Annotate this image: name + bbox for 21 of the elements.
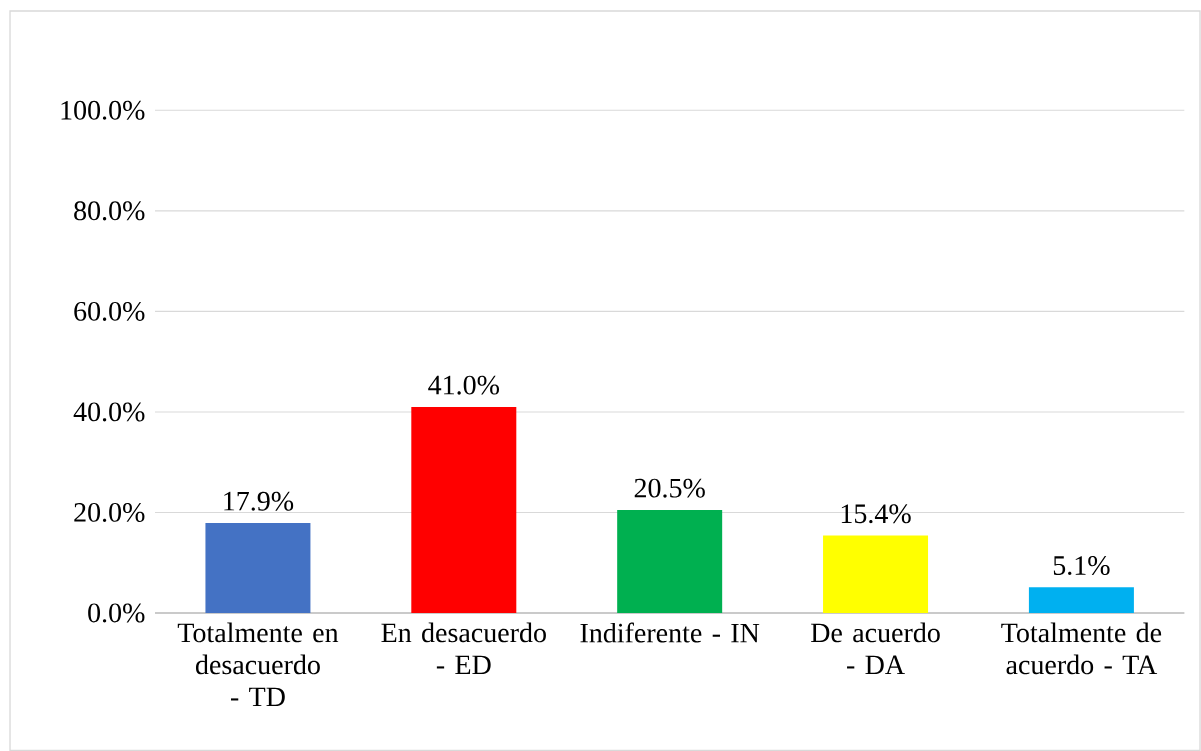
data-label: 5.1% bbox=[1053, 556, 1110, 576]
bar bbox=[823, 535, 929, 613]
bar bbox=[617, 509, 723, 613]
bar bbox=[1028, 587, 1134, 613]
bar bbox=[411, 406, 517, 613]
data-label: 20.5% bbox=[634, 478, 705, 498]
y-tick-label: 60.0% bbox=[74, 301, 145, 321]
bar bbox=[205, 523, 311, 613]
x-tick-label: En desacuerdo - ED bbox=[381, 622, 546, 675]
x-tick-label: Totalmente de acuerdo - TA bbox=[1001, 622, 1162, 675]
data-label: 17.9% bbox=[224, 491, 294, 511]
y-tick-label: 20.0% bbox=[74, 502, 145, 522]
data-label: 15.4% bbox=[841, 504, 911, 524]
x-tick-label: Indiferente - IN bbox=[580, 622, 760, 643]
y-tick-label: 0.0% bbox=[88, 603, 145, 623]
y-tick-label: 40.0% bbox=[73, 402, 145, 422]
x-tick-label: De acuerdo - DA bbox=[811, 622, 940, 675]
y-tick-label: 80.0% bbox=[74, 201, 145, 221]
data-label: 41.0% bbox=[428, 375, 500, 395]
y-tick-label: 100.0% bbox=[61, 100, 145, 120]
x-tick-label: Totalmente en desacuerdo - TD bbox=[177, 622, 339, 707]
